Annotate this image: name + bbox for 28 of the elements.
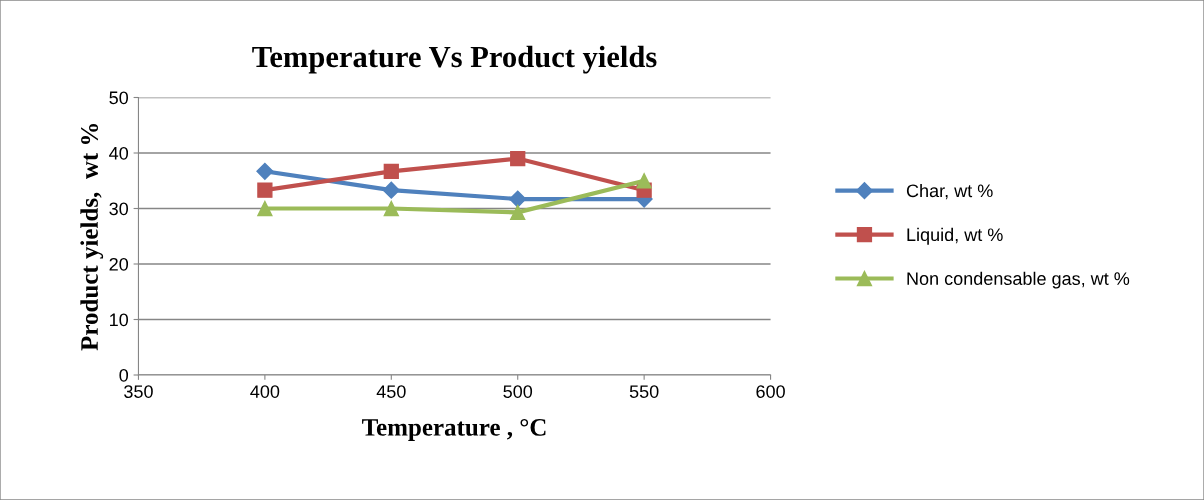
x-tick-label: 500 [503, 385, 533, 398]
x-tick-label: 550 [629, 385, 659, 398]
point [382, 181, 400, 199]
x-tick-label: 400 [250, 385, 280, 398]
x-tick-label: 450 [376, 385, 406, 398]
point [636, 173, 652, 189]
y-axis-title: Product yields, wt % [80, 123, 104, 351]
x-tick-label: 600 [756, 385, 785, 398]
y-tick-label: 30 [109, 202, 129, 216]
point [257, 182, 273, 198]
point [383, 200, 399, 217]
point [509, 190, 527, 208]
chart-title: Temperature Vs Product yields [252, 45, 657, 74]
point [510, 150, 526, 167]
x-axis-title: Temperature , °C [362, 418, 546, 441]
y-tick-label: 10 [110, 313, 129, 327]
y-tick-label: 50 [109, 91, 129, 105]
legend-label: Char, wt % [906, 183, 993, 200]
point [256, 162, 274, 180]
point [510, 204, 526, 221]
y-tick-label: 40 [109, 146, 129, 160]
legend-label: Liquid, wt % [907, 227, 1003, 245]
point [257, 200, 273, 217]
x-tick-label: 350 [124, 385, 153, 398]
y-tick-label: 20 [109, 257, 129, 271]
point [383, 163, 399, 179]
legend-label: Non condensable gas, wt % [907, 271, 1130, 289]
y-tick-label: 0 [119, 368, 129, 382]
